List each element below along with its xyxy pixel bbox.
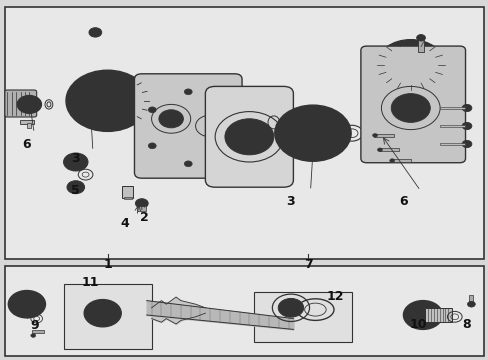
Circle shape [17,95,41,113]
Text: 6: 6 [22,138,31,150]
Bar [390,159,410,162]
Text: 9: 9 [30,319,39,332]
Bar [254,292,351,342]
Circle shape [461,104,471,112]
Circle shape [278,298,303,317]
Circle shape [96,317,101,321]
Circle shape [224,119,273,155]
Circle shape [220,143,228,149]
Text: 2: 2 [140,211,148,224]
Circle shape [159,110,183,128]
Bar [439,125,464,127]
Circle shape [109,311,114,315]
Circle shape [390,94,429,122]
Text: 10: 10 [408,318,426,330]
Circle shape [461,140,471,148]
Circle shape [90,88,124,113]
Text: 8: 8 [462,318,470,330]
Circle shape [84,300,121,327]
Circle shape [89,28,102,37]
Circle shape [376,40,444,90]
Bar [20,120,34,124]
Circle shape [403,301,442,329]
Circle shape [66,70,149,131]
Circle shape [389,159,394,162]
Text: 5: 5 [71,184,80,197]
Circle shape [467,301,474,307]
Circle shape [184,161,192,167]
Circle shape [91,311,96,315]
Circle shape [104,306,109,309]
Bar [439,107,464,109]
Text: 7: 7 [303,258,312,271]
Bar [417,38,423,52]
Text: 3: 3 [71,152,80,165]
Circle shape [395,54,425,76]
Bar [122,186,133,198]
FancyBboxPatch shape [134,74,242,178]
Circle shape [416,35,425,41]
Bar [468,295,472,304]
Text: 1: 1 [103,258,112,271]
Bar [123,197,131,199]
Bar [5,266,483,356]
Bar [63,284,151,349]
FancyBboxPatch shape [5,90,37,117]
FancyBboxPatch shape [360,46,465,163]
Circle shape [415,310,429,320]
Circle shape [220,107,228,113]
Text: 12: 12 [325,291,343,303]
Circle shape [461,122,471,130]
Bar [32,330,44,333]
Bar [439,143,464,145]
Circle shape [20,299,34,310]
Circle shape [104,317,109,321]
Bar [425,308,451,322]
Circle shape [292,118,333,148]
Circle shape [377,148,382,152]
FancyBboxPatch shape [205,86,293,187]
Circle shape [274,105,350,161]
Circle shape [96,306,101,309]
Circle shape [67,181,84,194]
Circle shape [63,153,88,171]
Circle shape [148,107,156,113]
Bar [27,123,31,128]
Bar [137,206,146,211]
Circle shape [31,334,36,337]
Circle shape [135,199,148,208]
Bar [378,148,398,151]
Bar [5,7,483,259]
Text: 3: 3 [286,195,295,208]
Text: 6: 6 [398,195,407,208]
Bar [373,134,393,137]
Circle shape [372,134,377,137]
Circle shape [184,89,192,95]
Circle shape [96,308,109,318]
Text: 11: 11 [81,276,99,289]
Text: 4: 4 [120,217,129,230]
Circle shape [8,291,45,318]
Circle shape [148,143,156,149]
